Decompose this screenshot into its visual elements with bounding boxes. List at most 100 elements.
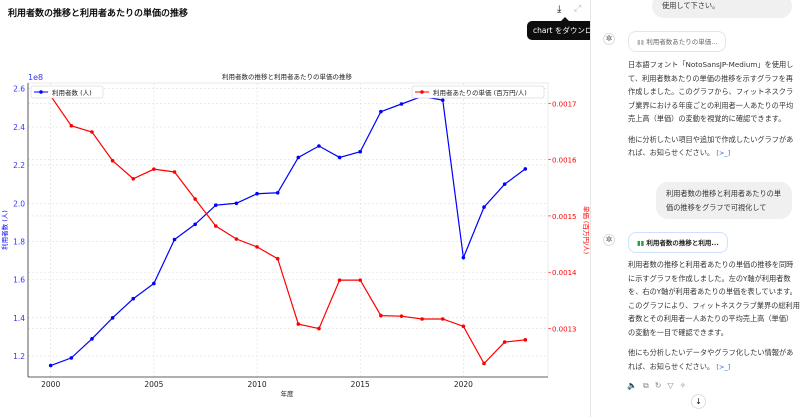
y-tick-label-left: 2.0 (13, 199, 25, 208)
data-point-price (90, 130, 94, 134)
data-point-price (172, 170, 177, 174)
series-line-users (50, 95, 526, 367)
data-point-users (275, 190, 280, 195)
data-point-price (337, 278, 342, 282)
x-tick-label: 2010 (248, 380, 267, 389)
dual-axis-line-chart: 利用者数の推移と利用者あたりの単価の推移 1e8 2000 2005 2010 201… (0, 72, 590, 398)
data-point-price (275, 256, 280, 261)
scroll-to-bottom-button[interactable]: ↓ (691, 394, 706, 409)
data-point-users (337, 155, 342, 160)
y-tick-label-right: 0.0013 (552, 326, 577, 334)
legend-right: 利用者あたりの単価 (百万円/人) (411, 85, 545, 99)
data-point-users (482, 205, 486, 209)
chart-panel-title: 利用者数の推移と利用者あたりの単価の推移 (8, 9, 189, 19)
data-point-price (131, 176, 136, 181)
data-point-price (234, 237, 239, 241)
message-actions: 🔈⧉↻▽✧ (627, 381, 692, 391)
user-message: 利用者数の推移と利用者あたりの単価の推移をグラフで可視化して (656, 182, 792, 219)
data-point-price (317, 326, 321, 331)
y-tick-label-left: 1.2 (13, 352, 25, 361)
y-axis-label-right: 単価 (百万円/人) (582, 206, 590, 254)
sparkle-icon[interactable]: ✧ (679, 381, 693, 390)
data-point-users (523, 167, 528, 171)
chart-attachment-pill[interactable]: ▮▮ 利用者数の推移と利用... (628, 232, 728, 253)
data-point-price (110, 158, 115, 163)
download-icon[interactable]: ⤓ (557, 4, 562, 15)
thumbs-down-icon[interactable]: ▽ (667, 381, 680, 390)
y-tick-label-right: 0.0015 (552, 213, 577, 221)
data-point-users (131, 296, 136, 301)
series-line-price (50, 95, 526, 365)
user-message: 使用して下さい。 (652, 0, 792, 18)
data-point-price (420, 317, 424, 321)
expand-icon[interactable]: ⤢ (574, 4, 582, 14)
x-tick-label: 2005 (144, 380, 163, 389)
regenerate-icon[interactable]: ↻ (654, 381, 668, 390)
assistant-avatar-icon: ✲ (603, 33, 615, 45)
data-point-users (152, 281, 156, 286)
data-point-users (90, 337, 94, 341)
data-point-users (379, 109, 383, 114)
code-citation-link[interactable]: [>_] (716, 362, 731, 371)
data-point-users (172, 237, 177, 242)
data-point-users (358, 149, 363, 154)
y-tick-label-left: 1.8 (13, 237, 25, 246)
x-tick-label: 2020 (454, 380, 473, 389)
data-point-users (296, 155, 301, 160)
data-point-users (234, 201, 239, 206)
data-point-price (399, 314, 404, 318)
copy-icon[interactable]: ⧉ (642, 381, 655, 390)
chart-icon: ▮▮ (637, 38, 645, 46)
data-point-users (48, 363, 53, 368)
y-axis-label-left: 利用者数 (人) (0, 210, 9, 250)
data-point-price (193, 197, 197, 201)
legend-label-price: 利用者あたりの単価 (百万円/人) (433, 88, 527, 97)
data-point-users (110, 316, 115, 320)
data-point-price (461, 324, 466, 329)
assistant-avatar-icon: ✲ (603, 234, 615, 246)
y-tick-label-right: 0.0016 (552, 157, 577, 165)
chat-panel: 使用して下さい。 ✲ ▮▮ 利用者数あたりの単価... 日本語フォント「Noto… (590, 0, 800, 417)
legend-left: 利用者数 (人) (30, 85, 104, 99)
y-tick-label-left: 2.6 (13, 85, 25, 94)
data-point-price (296, 322, 301, 326)
y-tick-label-right: 0.0017 (552, 100, 577, 108)
data-point-users (399, 102, 404, 106)
data-point-price (213, 224, 218, 228)
data-point-price (523, 338, 528, 342)
data-point-users (255, 191, 259, 196)
chart-panel: 利用者数の推移と利用者あたりの単価の推移 ⤓ ⤢ chart をダウンロードする… (0, 4, 629, 398)
code-citation-link[interactable]: [>_] (716, 149, 731, 157)
assistant-paragraph: 他にも分析したいデータやグラフ化したい情報があれば、お知らせください。 [>_] (628, 348, 794, 371)
chart-title: 利用者数の推移と利用者あたりの単価の推移 (222, 72, 353, 81)
data-point-users (193, 222, 197, 227)
assistant-reply: 日本語フォント「NotoSansJP-Medium」を使用して、利用者数あたりの… (628, 58, 800, 168)
assistant-reply: 利用者数の推移と利用者あたりの単価の推移を同時に示すグラフを作成しました。左のY… (628, 258, 800, 381)
data-point-price (255, 245, 259, 249)
data-point-price (379, 313, 383, 318)
chart-icon: ▮▮ (637, 239, 645, 247)
y-tick-label-right: 0.0014 (552, 269, 577, 277)
assistant-paragraph: 利用者数の推移と利用者あたりの単価の推移を同時に示すグラフを作成しました。左のY… (628, 260, 800, 337)
data-point-users (461, 255, 466, 260)
x-tick-label: 2000 (41, 380, 60, 389)
x-tick-label: 2015 (351, 380, 370, 389)
data-point-price (358, 278, 363, 282)
data-point-users (213, 203, 218, 207)
speaker-icon[interactable]: 🔈 (627, 381, 643, 390)
data-point-users (317, 144, 321, 148)
y-tick-label-left: 2.2 (13, 161, 25, 170)
y-tick-label-left: 1.6 (13, 276, 25, 285)
assistant-paragraph: 他に分析したい項目や追加で作成したいグラフがあれば、お知らせください。 [>_] (628, 134, 794, 158)
data-point-users (502, 182, 507, 186)
data-point-price (152, 167, 156, 171)
data-point-price (502, 340, 507, 344)
x-axis-label: 年度 (281, 389, 295, 398)
legend-label-users: 利用者数 (人) (52, 88, 92, 97)
chart-attachment-pill[interactable]: ▮▮ 利用者数あたりの単価... (628, 31, 727, 52)
data-point-users (440, 98, 445, 102)
data-point-price (69, 124, 74, 128)
data-point-price (482, 361, 486, 366)
y-tick-label-left: 2.4 (13, 123, 25, 132)
data-point-users (69, 356, 74, 360)
